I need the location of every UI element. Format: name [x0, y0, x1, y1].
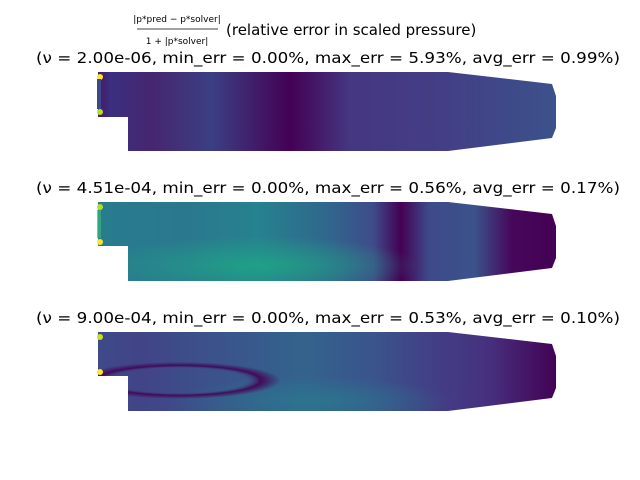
panel-2: (ν = 4.51e-04, min_err = 0.00%, max_err …	[36, 179, 620, 281]
title-fraction-numerator: |p*pred − p*solver|	[133, 15, 220, 25]
figure-title: |p*pred − p*solver| 1 + |p*solver| (rela…	[133, 15, 476, 47]
panel-3-heatmap	[98, 332, 556, 411]
panel-1-title: (ν = 2.00e-06, min_err = 0.00%, max_err …	[36, 49, 620, 68]
panel-1-heatmap	[98, 72, 556, 151]
panel-2-heatmap	[98, 202, 556, 281]
title-fraction-denominator: 1 + |p*solver|	[146, 37, 209, 47]
title-suffix: (relative error in scaled pressure)	[226, 21, 476, 39]
panel-1-hotspots	[97, 74, 103, 115]
panel-2-title: (ν = 4.51e-04, min_err = 0.00%, max_err …	[36, 179, 620, 198]
panel-2-hotspots	[97, 204, 103, 245]
panel-1: (ν = 2.00e-06, min_err = 0.00%, max_err …	[36, 49, 620, 151]
panel-3-hotspots	[97, 334, 103, 375]
panel-3-title: (ν = 9.00e-04, min_err = 0.00%, max_err …	[36, 309, 620, 328]
panel-3: (ν = 9.00e-04, min_err = 0.00%, max_err …	[36, 309, 620, 411]
